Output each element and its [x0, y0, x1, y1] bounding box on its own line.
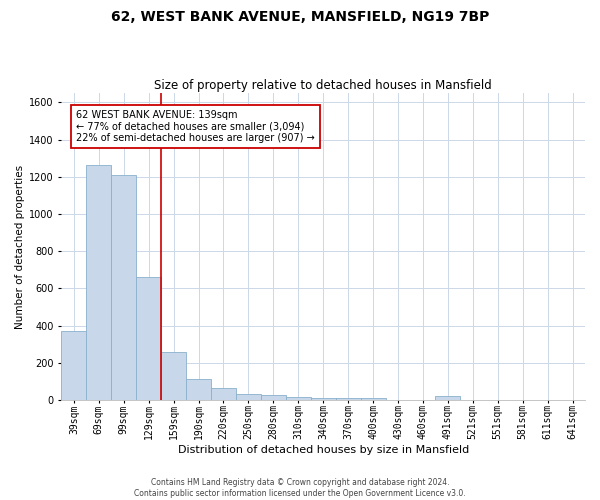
- Bar: [236, 394, 261, 400]
- Bar: [61, 331, 86, 400]
- Title: Size of property relative to detached houses in Mansfield: Size of property relative to detached ho…: [154, 79, 492, 92]
- Bar: [161, 352, 186, 400]
- Bar: [361, 398, 386, 400]
- Bar: [335, 398, 361, 400]
- Text: 62, WEST BANK AVENUE, MANSFIELD, NG19 7BP: 62, WEST BANK AVENUE, MANSFIELD, NG19 7B…: [111, 10, 489, 24]
- Text: Contains HM Land Registry data © Crown copyright and database right 2024.
Contai: Contains HM Land Registry data © Crown c…: [134, 478, 466, 498]
- Bar: [261, 396, 286, 400]
- Bar: [111, 175, 136, 400]
- Bar: [311, 398, 335, 400]
- Text: 62 WEST BANK AVENUE: 139sqm
← 77% of detached houses are smaller (3,094)
22% of : 62 WEST BANK AVENUE: 139sqm ← 77% of det…: [76, 110, 314, 143]
- Bar: [211, 388, 236, 400]
- Bar: [436, 396, 460, 400]
- Bar: [286, 397, 311, 400]
- Bar: [136, 278, 161, 400]
- Bar: [186, 378, 211, 400]
- Bar: [86, 165, 111, 400]
- X-axis label: Distribution of detached houses by size in Mansfield: Distribution of detached houses by size …: [178, 445, 469, 455]
- Y-axis label: Number of detached properties: Number of detached properties: [15, 164, 25, 328]
